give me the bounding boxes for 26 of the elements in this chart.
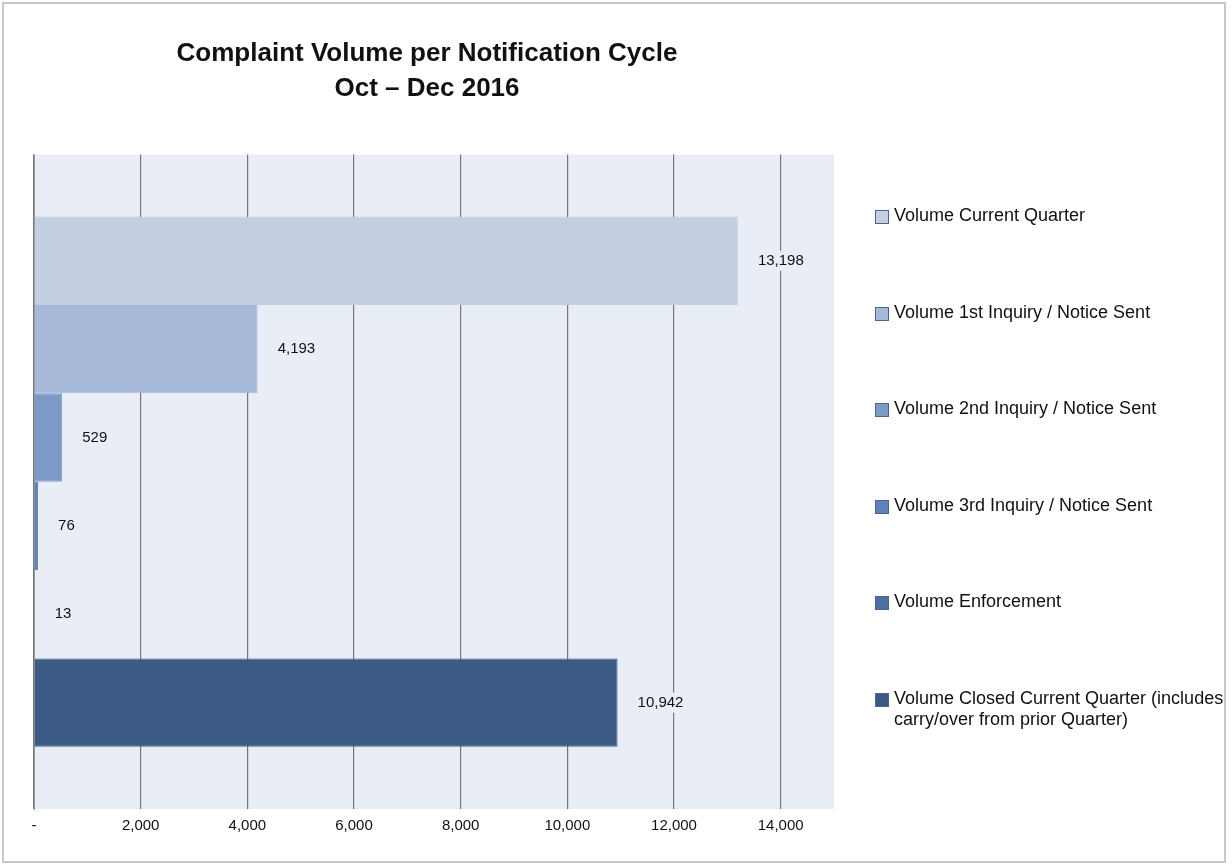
bar bbox=[34, 304, 258, 394]
x-tick-label: 12,000 bbox=[651, 816, 697, 834]
data-label: 76 bbox=[58, 516, 75, 534]
bar bbox=[34, 216, 738, 305]
data-label: 13 bbox=[54, 604, 72, 622]
legend-label: Volume 2nd Inquiry / Notice Sent bbox=[894, 398, 1157, 419]
x-tick-label: - bbox=[31, 816, 37, 834]
legend-label: Volume Current Quarter bbox=[894, 205, 1086, 226]
bar bbox=[34, 393, 63, 482]
chart-title: Complaint Volume per Notification Cycle bbox=[176, 36, 678, 67]
x-tick-label: 2,000 bbox=[121, 816, 160, 834]
x-tick-label: 10,000 bbox=[544, 816, 591, 834]
data-label: 4,193 bbox=[277, 339, 316, 357]
legend-label: Volume 1st Inquiry / Notice Sent bbox=[894, 301, 1151, 323]
data-label: 10,942 bbox=[637, 692, 684, 710]
legend-label: Volume 3rd Inquiry / Notice Sent bbox=[894, 494, 1153, 516]
x-tick-label: 14,000 bbox=[757, 816, 804, 834]
legend-label: Volume Enforcement bbox=[894, 591, 1062, 612]
x-tick-label: 6,000 bbox=[335, 816, 373, 834]
data-label: 13,198 bbox=[757, 250, 804, 268]
x-tick-label: 8,000 bbox=[441, 816, 480, 834]
legend-label: Volume Closed Current Quarter (includes carry/over from prior Quarter) bbox=[894, 687, 1225, 730]
bar bbox=[34, 658, 618, 747]
chart-subtitle: Oct – Dec 2016 bbox=[334, 71, 520, 102]
x-tick-label: 4,000 bbox=[228, 816, 267, 834]
data-label: 529 bbox=[82, 427, 108, 445]
